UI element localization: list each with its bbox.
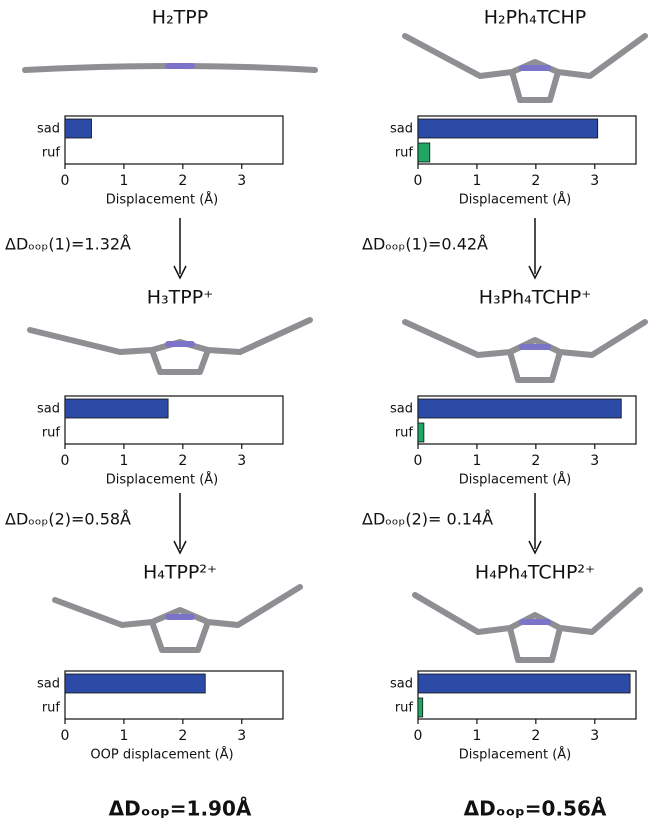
summary: ΔDₒₒₚ=0.56Å	[464, 797, 607, 821]
x-axis-label: Displacement (Å)	[459, 747, 572, 763]
x-tick-label: 2	[178, 728, 187, 744]
panel-title: H₄Ph₄TCHP²⁺	[475, 562, 595, 584]
figure: H₂TPP 0 1 2 3 Displacement (Å) sad ruf H₂Ph₄TCHP…	[0, 0, 650, 836]
y-tick-label: sad	[37, 402, 60, 417]
panel-title: H₂Ph₄TCHP	[484, 7, 587, 29]
x-tick-label: 3	[237, 173, 246, 189]
x-axis-label: OOP displacement (Å)	[90, 747, 233, 763]
y-tick-label: sad	[390, 677, 413, 692]
molecule	[25, 36, 645, 100]
plot-frame	[65, 116, 283, 164]
bar	[418, 143, 430, 162]
y-tick-label: ruf	[42, 426, 61, 441]
x-tick-label: 1	[119, 453, 128, 469]
bar	[65, 674, 205, 693]
x-tick-label: 2	[531, 173, 540, 189]
panel-title: H₄TPP²⁺	[143, 562, 217, 584]
arrow-label: ΔDₒₒₚ(1)=1.32Å	[5, 235, 131, 254]
molecule	[30, 320, 645, 380]
bar	[418, 698, 423, 717]
x-tick-label: 1	[119, 173, 128, 189]
x-tick-label: 1	[472, 453, 481, 469]
x-tick-label: 0	[414, 728, 423, 744]
y-tick-label: ruf	[42, 146, 61, 161]
x-tick-label: 2	[178, 173, 187, 189]
summary: ΔDₒₒₚ=1.90Å	[109, 797, 252, 821]
bar	[418, 119, 598, 138]
x-axis-label: Displacement (Å)	[106, 472, 219, 488]
panel-title: H₂TPP	[152, 7, 208, 29]
x-tick-label: 0	[61, 728, 70, 744]
bar	[65, 399, 168, 418]
x-tick-label: 1	[472, 173, 481, 189]
x-axis-label: Displacement (Å)	[106, 192, 219, 208]
y-tick-label: ruf	[395, 426, 414, 441]
x-tick-label: 1	[119, 728, 128, 744]
x-tick-label: 3	[590, 173, 599, 189]
bar	[65, 119, 92, 138]
y-tick-label: ruf	[395, 146, 414, 161]
x-tick-label: 2	[531, 453, 540, 469]
y-tick-label: sad	[390, 402, 413, 417]
y-tick-label: sad	[390, 122, 413, 137]
y-tick-label: ruf	[42, 701, 61, 716]
x-tick-label: 2	[178, 453, 187, 469]
bar	[418, 399, 621, 418]
bar	[418, 674, 630, 693]
y-tick-label: sad	[37, 122, 60, 137]
y-tick-label: sad	[37, 677, 60, 692]
arrow-label: ΔDₒₒₚ(1)=0.42Å	[362, 235, 488, 254]
x-tick-label: 3	[590, 453, 599, 469]
x-tick-label: 0	[61, 453, 70, 469]
x-tick-label: 0	[414, 453, 423, 469]
bar	[418, 423, 424, 442]
x-axis-label: Displacement (Å)	[459, 472, 572, 488]
x-tick-label: 0	[414, 173, 423, 189]
x-axis-label: Displacement (Å)	[459, 192, 572, 208]
y-tick-label: ruf	[395, 701, 414, 716]
x-tick-label: 3	[237, 453, 246, 469]
x-tick-label: 3	[237, 728, 246, 744]
x-tick-label: 0	[61, 173, 70, 189]
panel-title: H₃Ph₄TCHP⁺	[479, 287, 592, 309]
arrow-label: ΔDₒₒₚ(2)=0.58Å	[5, 510, 131, 529]
x-tick-label: 2	[531, 728, 540, 744]
arrow-label: ΔDₒₒₚ(2)= 0.14Å	[362, 510, 493, 529]
molecule	[55, 587, 640, 660]
panel-title: H₃TPP⁺	[147, 287, 213, 309]
x-tick-label: 1	[472, 728, 481, 744]
x-tick-label: 3	[590, 728, 599, 744]
